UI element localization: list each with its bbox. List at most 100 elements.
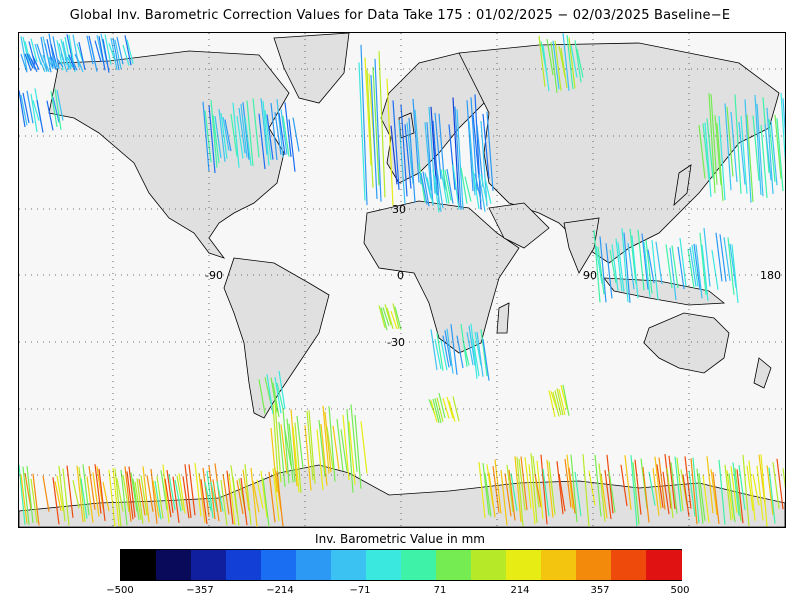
correction-track <box>378 305 386 328</box>
map-panel[interactable]: 30 0 -30 -90 90 180 <box>18 32 786 528</box>
correction-track <box>665 244 673 289</box>
correction-track <box>370 75 378 200</box>
correction-track <box>599 236 607 303</box>
correction-track <box>216 481 224 512</box>
correction-track <box>597 246 605 295</box>
correction-track <box>482 113 490 179</box>
correction-track <box>504 473 512 517</box>
correction-track <box>641 233 649 290</box>
correction-track <box>142 466 150 523</box>
south-america <box>223 257 330 419</box>
correction-track <box>556 388 564 416</box>
colorbar-title: Inv. Barometric Value in mm <box>315 532 485 546</box>
colorbar-swatch <box>261 550 297 580</box>
correction-track <box>534 473 542 508</box>
correction-track <box>270 427 278 493</box>
correction-track <box>710 469 718 516</box>
correction-track <box>548 461 556 515</box>
correction-track <box>677 246 685 290</box>
correction-track <box>316 429 324 491</box>
correction-track <box>280 109 288 155</box>
correction-track <box>230 113 238 157</box>
correction-track <box>394 306 402 330</box>
correction-track <box>466 100 474 192</box>
correction-track <box>688 470 696 517</box>
correction-track <box>693 243 701 290</box>
correction-track <box>734 468 742 522</box>
lat-label-30: 30 <box>392 203 406 216</box>
correction-track <box>378 51 386 198</box>
correction-track <box>346 408 354 493</box>
correction-track <box>374 58 382 202</box>
correction-track <box>648 471 656 506</box>
correction-track <box>470 97 478 191</box>
correction-track <box>292 117 300 152</box>
correction-track <box>282 408 290 484</box>
correction-track <box>460 167 468 204</box>
correction-track <box>440 339 448 371</box>
correction-track <box>690 458 698 525</box>
correction-track <box>382 307 390 327</box>
correction-track <box>116 478 124 512</box>
correction-track <box>568 37 576 89</box>
correction-track <box>222 473 230 515</box>
lon-label-minus-90: -90 <box>205 269 223 282</box>
correction-track <box>703 227 711 287</box>
correction-track <box>76 43 84 63</box>
lon-label-180: 180 <box>760 269 781 282</box>
correction-track <box>48 56 56 68</box>
correction-track <box>94 464 102 514</box>
correction-track <box>262 477 270 527</box>
correction-track <box>766 107 774 194</box>
correction-track <box>88 465 96 510</box>
correction-track <box>164 478 172 518</box>
correction-track <box>446 328 454 374</box>
correction-track <box>514 456 522 523</box>
correction-track <box>732 462 740 516</box>
correction-track <box>120 469 128 526</box>
correction-track <box>760 454 768 527</box>
correction-track <box>360 421 368 474</box>
correction-track <box>554 40 562 91</box>
correction-track <box>710 94 718 185</box>
correction-track <box>695 244 703 299</box>
correction-track <box>406 122 414 184</box>
correction-track <box>390 310 398 330</box>
correction-track <box>398 120 406 205</box>
correction-track <box>276 382 284 410</box>
correction-track <box>752 474 760 506</box>
north-america <box>48 50 290 259</box>
correction-track <box>480 329 488 377</box>
correction-track <box>570 45 578 78</box>
correction-track <box>615 238 623 292</box>
correction-track <box>358 62 366 201</box>
colorbar-tick: −500 <box>106 585 134 596</box>
correction-track <box>264 377 272 405</box>
correction-track <box>20 36 28 71</box>
correction-track <box>480 120 488 207</box>
correction-track <box>768 119 776 182</box>
correction-track <box>430 329 438 371</box>
correction-track <box>556 461 564 515</box>
correction-track <box>542 44 550 92</box>
correction-track <box>124 35 132 66</box>
correction-track <box>82 464 90 516</box>
africa <box>363 200 520 354</box>
correction-track <box>278 422 286 487</box>
correction-track <box>296 416 304 469</box>
correction-track <box>452 396 460 422</box>
correction-track <box>609 249 617 284</box>
correction-track <box>244 464 252 525</box>
colorbar-swatch <box>121 550 157 580</box>
correction-track <box>328 406 336 482</box>
colorbar-swatch <box>576 550 612 580</box>
correction-track <box>96 35 104 62</box>
correction-track <box>202 467 210 517</box>
correction-track <box>20 474 28 524</box>
correction-track <box>194 462 202 517</box>
correction-track <box>262 100 270 166</box>
correction-track <box>168 474 176 510</box>
correction-track <box>426 176 434 205</box>
correction-track <box>550 42 558 93</box>
correction-track <box>772 462 780 509</box>
